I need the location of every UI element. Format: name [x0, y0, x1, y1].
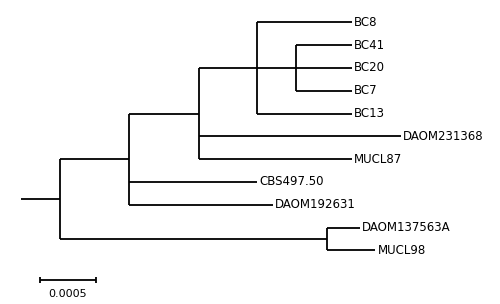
Text: 0.0005: 0.0005: [48, 289, 87, 299]
Text: MUCL87: MUCL87: [354, 153, 402, 166]
Text: BC13: BC13: [354, 107, 385, 120]
Text: BC7: BC7: [354, 84, 378, 97]
Text: BC8: BC8: [354, 16, 378, 29]
Text: BC41: BC41: [354, 39, 385, 52]
Text: DAOM231368: DAOM231368: [403, 130, 483, 143]
Text: MUCL98: MUCL98: [378, 244, 426, 257]
Text: DAOM137563A: DAOM137563A: [362, 221, 450, 234]
Text: DAOM192631: DAOM192631: [274, 198, 355, 211]
Text: BC20: BC20: [354, 61, 385, 74]
Text: CBS497.50: CBS497.50: [260, 175, 324, 188]
